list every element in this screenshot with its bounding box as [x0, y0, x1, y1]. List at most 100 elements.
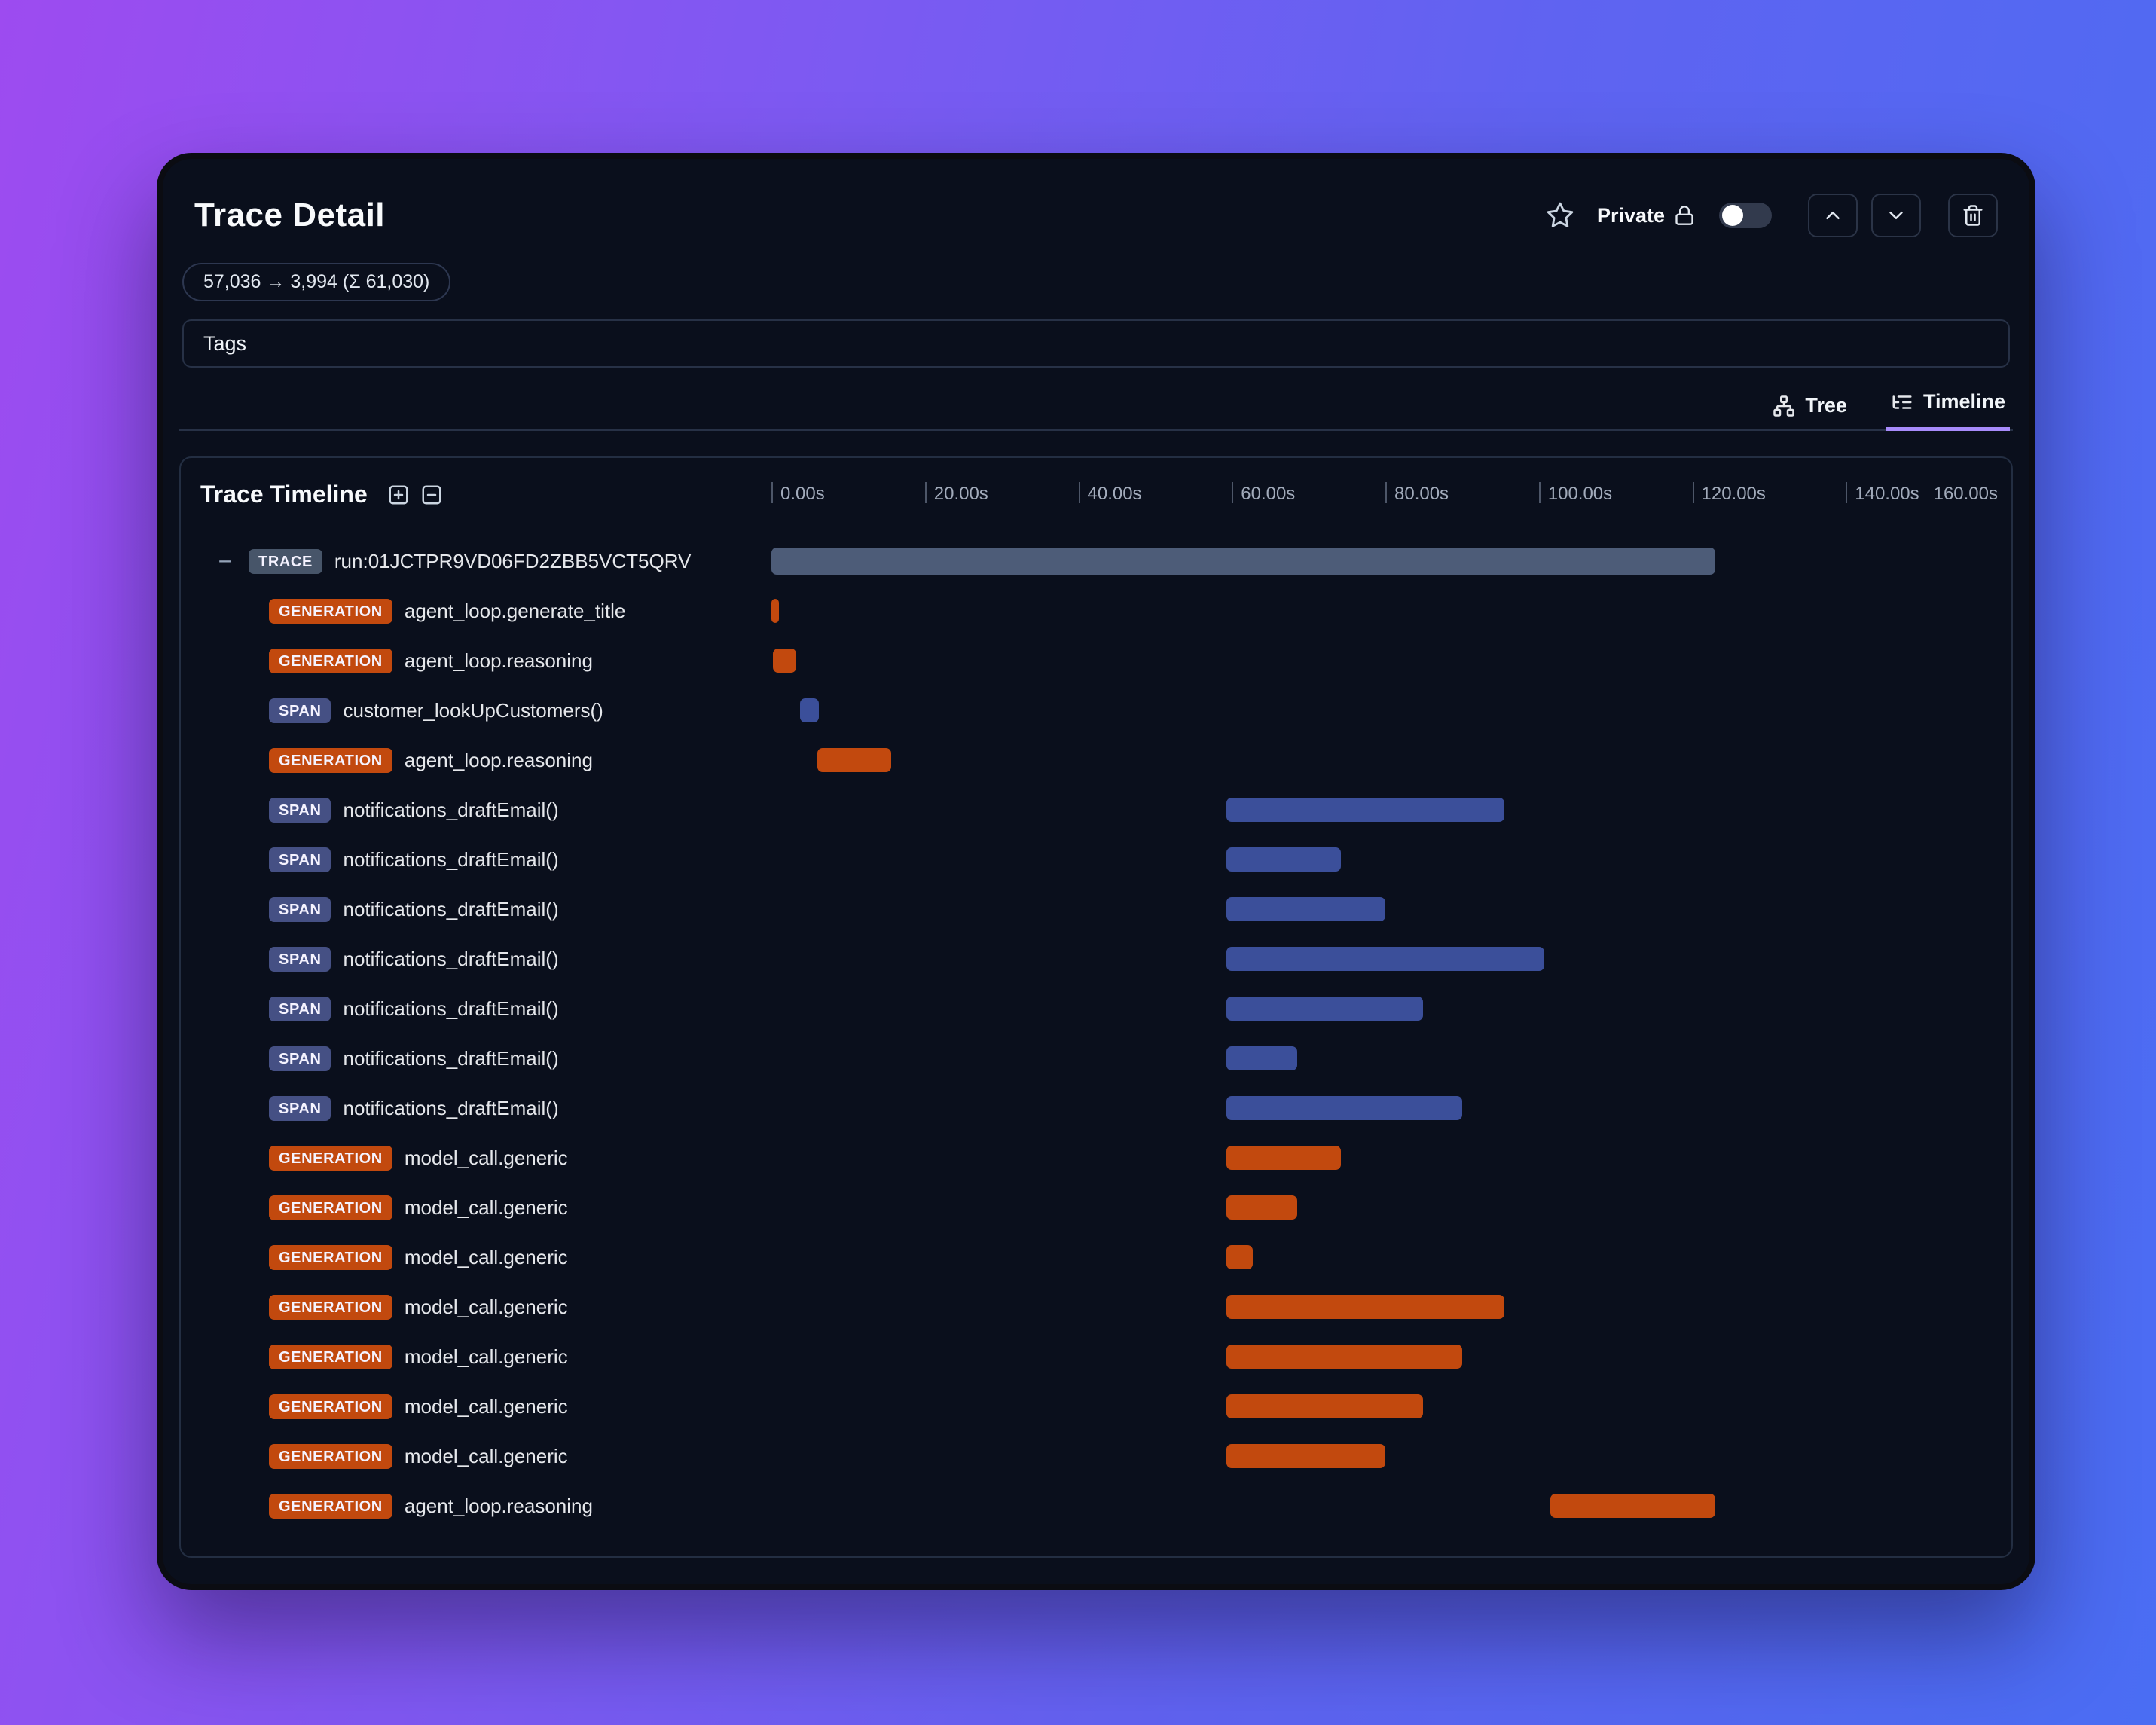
row-left: SPAN notifications_draftEmail(): [181, 1033, 559, 1083]
trace-row[interactable]: GENERATION model_call.generic: [181, 1232, 2011, 1282]
trace-row[interactable]: GENERATION agent_loop.generate_title: [181, 586, 2011, 636]
row-left: SPAN notifications_draftEmail(): [181, 1083, 559, 1133]
axis-tick: [1385, 482, 1387, 503]
timeline-bar[interactable]: [799, 698, 820, 722]
bookmark-star-button[interactable]: [1546, 201, 1574, 230]
observation-type-badge: GENERATION: [269, 1145, 392, 1171]
row-label: model_call.generic: [404, 1245, 568, 1269]
row-label: customer_lookUpCustomers(): [343, 698, 603, 722]
trace-row[interactable]: SPAN notifications_draftEmail(): [181, 1083, 2011, 1133]
timeline-bar[interactable]: [1226, 1444, 1385, 1468]
row-left: GENERATION model_call.generic: [181, 1183, 568, 1232]
timeline-bar[interactable]: [1550, 1494, 1716, 1518]
timeline-bar[interactable]: [1226, 1245, 1253, 1269]
trace-row[interactable]: GENERATION model_call.generic: [181, 1332, 2011, 1382]
timeline-axis: 0.00s 20.00s 40.00s 60.00s 80.00s 100.00s 120.…: [181, 458, 2011, 536]
row-label: notifications_draftEmail(): [343, 997, 559, 1020]
timeline-bar[interactable]: [1226, 997, 1423, 1021]
row-label: notifications_draftEmail(): [343, 1046, 559, 1070]
timeline-bar[interactable]: [1226, 847, 1341, 872]
toggle-knob: [1722, 205, 1743, 226]
trace-row[interactable]: GENERATION agent_loop.reasoning: [181, 636, 2011, 685]
trace-row[interactable]: GENERATION model_call.generic: [181, 1431, 2011, 1481]
timeline-bar[interactable]: [771, 548, 1716, 575]
timeline-bar[interactable]: [1226, 1096, 1462, 1120]
timeline-bar[interactable]: [1226, 1345, 1462, 1369]
timeline-bar[interactable]: [771, 599, 780, 623]
prev-trace-button[interactable]: [1808, 194, 1858, 237]
timeline-bar[interactable]: [1226, 897, 1385, 921]
timeline-bar[interactable]: [1226, 798, 1504, 822]
timeline-header: Trace Timeline: [200, 481, 453, 508]
timeline-bar[interactable]: [1226, 1295, 1504, 1319]
timeline-bar[interactable]: [1226, 1195, 1297, 1220]
row-left: GENERATION agent_loop.reasoning: [181, 735, 593, 785]
next-trace-button[interactable]: [1871, 194, 1921, 237]
observation-type-badge: GENERATION: [269, 598, 392, 624]
observation-type-badge: SPAN: [269, 996, 331, 1021]
trace-row[interactable]: GENERATION model_call.generic: [181, 1282, 2011, 1332]
timeline-bar[interactable]: [1226, 1394, 1423, 1418]
row-left: GENERATION agent_loop.reasoning: [181, 1481, 593, 1531]
trace-row[interactable]: − TRACE run:01JCTPR9VD06FD2ZBB5VCT5QRV: [181, 536, 2011, 586]
tags-field[interactable]: Tags: [182, 319, 2010, 368]
axis-tick: [771, 482, 773, 503]
timeline-bar[interactable]: [817, 748, 891, 772]
observation-type-badge: GENERATION: [269, 747, 392, 773]
axis-label: 60.00s: [1241, 484, 1296, 504]
row-left: GENERATION agent_loop.reasoning: [181, 636, 593, 685]
observation-type-badge: GENERATION: [269, 1244, 392, 1270]
timeline-title: Trace Timeline: [200, 481, 368, 508]
page-title: Trace Detail: [194, 197, 386, 234]
timeline-icon: [1891, 391, 1913, 414]
tab-tree[interactable]: Tree: [1768, 394, 1852, 431]
row-left: GENERATION model_call.generic: [181, 1382, 568, 1431]
timeline-bar[interactable]: [1226, 947, 1544, 971]
row-left: GENERATION model_call.generic: [181, 1133, 568, 1183]
row-label: run:01JCTPR9VD06FD2ZBB5VCT5QRV: [334, 549, 692, 572]
axis-label: 140.00s: [1855, 484, 1919, 504]
observation-type-badge: SPAN: [269, 1095, 331, 1121]
trace-row[interactable]: GENERATION model_call.generic: [181, 1382, 2011, 1431]
axis-tick: [1538, 482, 1541, 503]
trace-row[interactable]: SPAN notifications_draftEmail(): [181, 785, 2011, 835]
observation-type-badge: SPAN: [269, 896, 331, 922]
expand-all-button[interactable]: [387, 484, 410, 506]
timeline-bar[interactable]: [1226, 1046, 1297, 1070]
observation-type-badge: SPAN: [269, 946, 331, 972]
observation-type-badge: GENERATION: [269, 1394, 392, 1419]
trace-row[interactable]: GENERATION model_call.generic: [181, 1183, 2011, 1232]
observation-type-badge: GENERATION: [269, 1294, 392, 1320]
trace-row[interactable]: GENERATION agent_loop.reasoning: [181, 735, 2011, 785]
timeline-bar[interactable]: [773, 649, 796, 673]
tab-timeline[interactable]: Timeline: [1886, 390, 2010, 431]
timeline-bar[interactable]: [1226, 1146, 1341, 1170]
row-label: notifications_draftEmail(): [343, 947, 559, 970]
collapse-row-toggle[interactable]: −: [218, 548, 233, 575]
row-left: SPAN notifications_draftEmail(): [181, 984, 559, 1033]
observation-type-badge: GENERATION: [269, 1443, 392, 1469]
trace-row[interactable]: SPAN notifications_draftEmail(): [181, 835, 2011, 884]
trace-row[interactable]: SPAN customer_lookUpCustomers(): [181, 685, 2011, 735]
axis-label: 100.00s: [1547, 484, 1613, 504]
trace-row[interactable]: SPAN notifications_draftEmail(): [181, 1033, 2011, 1083]
axis-label: 20.00s: [933, 484, 988, 504]
trace-row[interactable]: GENERATION agent_loop.reasoning: [181, 1481, 2011, 1531]
row-left: SPAN notifications_draftEmail(): [181, 785, 559, 835]
row-label: agent_loop.reasoning: [404, 649, 593, 672]
axis-tick: [1232, 482, 1234, 503]
row-left: SPAN notifications_draftEmail(): [181, 835, 559, 884]
delete-trace-button[interactable]: [1948, 194, 1998, 237]
trace-row[interactable]: SPAN notifications_draftEmail(): [181, 934, 2011, 984]
collapse-all-button[interactable]: [420, 484, 443, 506]
trace-row[interactable]: SPAN notifications_draftEmail(): [181, 884, 2011, 934]
trace-row[interactable]: GENERATION model_call.generic: [181, 1133, 2011, 1183]
row-label: agent_loop.reasoning: [404, 748, 593, 771]
trace-timeline-card: Trace Timeline 0.00s 20.00s 40.00s 60.00s 80…: [179, 456, 2013, 1558]
row-left: GENERATION agent_loop.generate_title: [181, 586, 625, 636]
row-left: GENERATION model_call.generic: [181, 1431, 568, 1481]
privacy-toggle[interactable]: [1719, 203, 1772, 228]
trace-row[interactable]: SPAN notifications_draftEmail(): [181, 984, 2011, 1033]
token-usage-badge[interactable]: 57,036 → 3,994 (Σ 61,030): [182, 263, 451, 301]
